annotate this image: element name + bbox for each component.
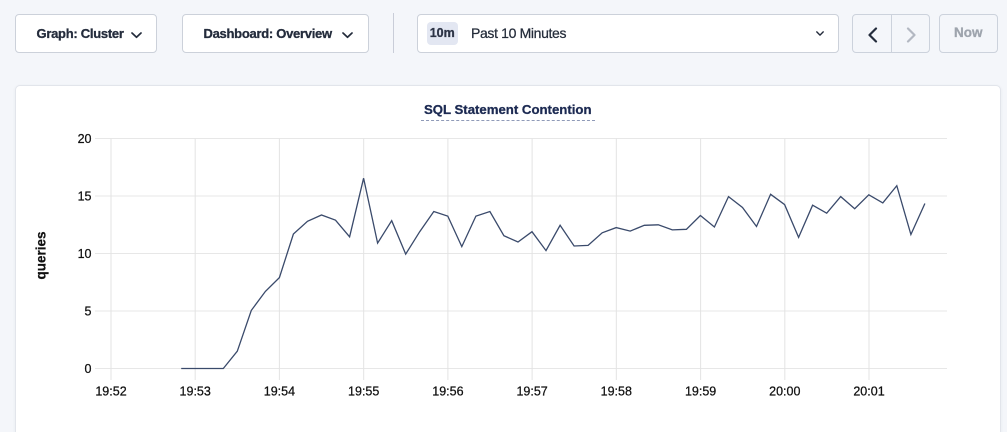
svg-text:19:54: 19:54 [264, 385, 295, 399]
svg-text:10: 10 [78, 247, 92, 261]
svg-text:20:00: 20:00 [769, 385, 800, 399]
svg-text:15: 15 [78, 190, 92, 204]
svg-text:19:57: 19:57 [516, 385, 547, 399]
svg-text:19:58: 19:58 [601, 385, 632, 399]
svg-text:19:52: 19:52 [95, 385, 126, 399]
svg-text:0: 0 [85, 362, 92, 376]
svg-text:19:56: 19:56 [432, 385, 463, 399]
svg-text:queries: queries [34, 231, 49, 279]
svg-text:19:53: 19:53 [180, 385, 211, 399]
svg-text:20: 20 [78, 132, 92, 146]
svg-text:19:59: 19:59 [685, 385, 716, 399]
svg-text:19:55: 19:55 [348, 385, 379, 399]
svg-text:20:01: 20:01 [853, 385, 884, 399]
svg-text:5: 5 [85, 305, 92, 319]
